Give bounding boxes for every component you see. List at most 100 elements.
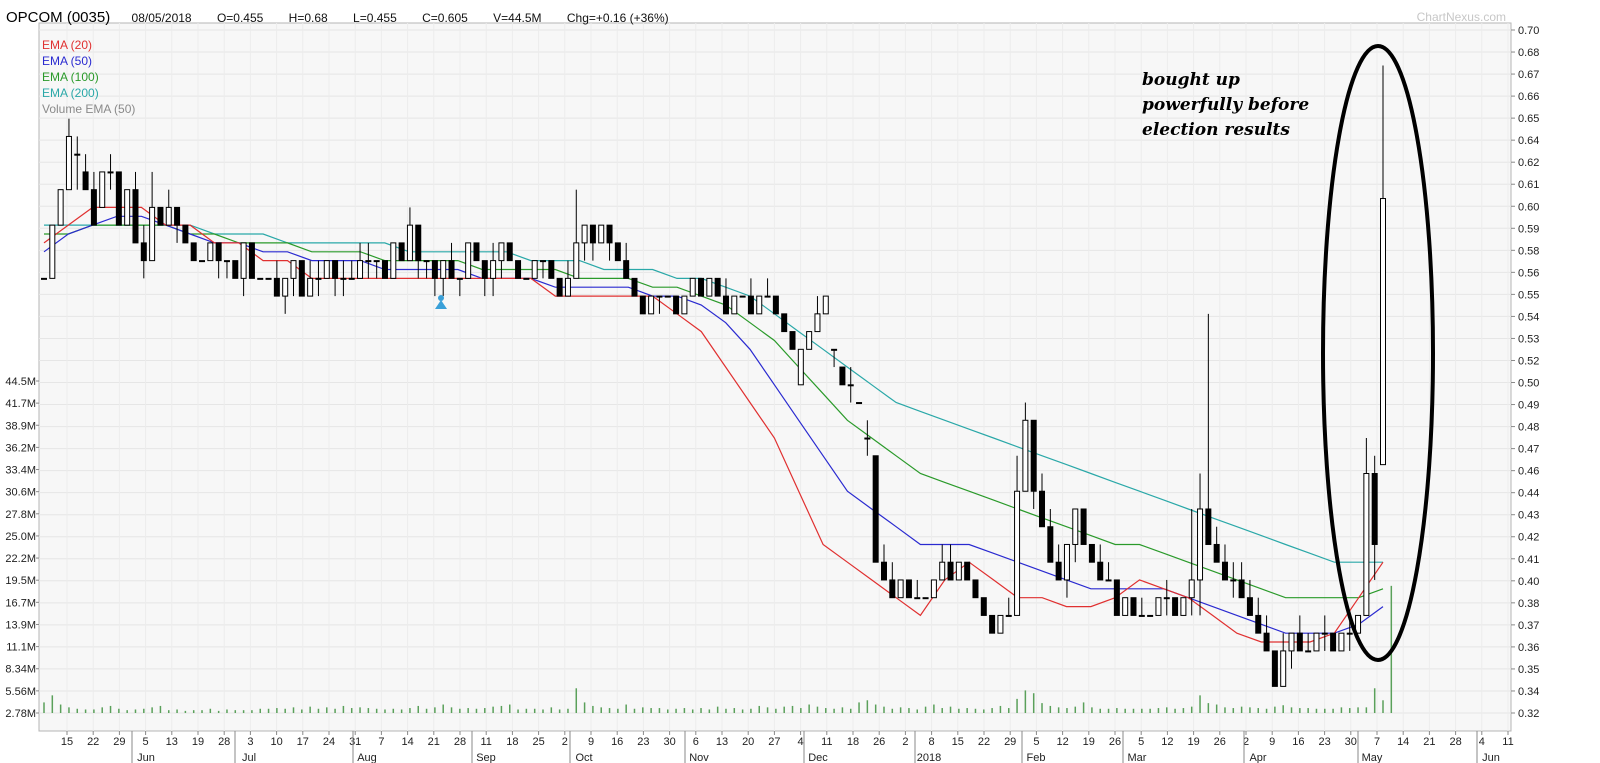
volume-tick-label: 41.7M [5, 398, 36, 410]
month-label: Jul [242, 752, 256, 763]
date-axis: 15 22 29 5 13 19 28 3 10 17 24 31 7 14 21 28 11 18 25 2 9 16 2… [61, 731, 1514, 763]
candle-up [1305, 650, 1312, 653]
volume-bars [43, 585, 1393, 713]
candle-up [847, 384, 854, 387]
candle-up [1313, 632, 1320, 652]
candle-down [481, 260, 488, 279]
candle-up [323, 260, 330, 279]
month-label: Dec [808, 752, 828, 763]
candle-up [1338, 632, 1345, 652]
candle-down [1130, 597, 1137, 616]
candle-down [1047, 526, 1054, 563]
alert-bell-icon-top [438, 295, 444, 301]
candle-up [664, 295, 671, 298]
candle-up [1022, 419, 1029, 492]
candle-down [772, 295, 779, 315]
price-tick-label: 0.36 [1518, 642, 1539, 654]
price-tick-label: 0.48 [1518, 422, 1539, 434]
month-label: Feb [1027, 752, 1046, 763]
candle-down [1030, 419, 1037, 492]
price-tick-label: 0.66 [1518, 91, 1539, 103]
candle-up [689, 277, 696, 297]
month-label: Mar [1128, 752, 1147, 763]
quote-low: L=0.455 [353, 11, 397, 25]
candle-down [698, 277, 705, 297]
candle-down [889, 579, 896, 599]
candle-up [1072, 508, 1079, 545]
date-tick-label: 25 [532, 736, 544, 748]
price-tick-label: 0.52 [1518, 355, 1539, 367]
candle-up [914, 597, 921, 600]
candle-up [648, 295, 655, 315]
volume-tick-label: 19.5M [5, 575, 36, 587]
candle-down [1172, 597, 1179, 616]
legend-ema-100: EMA (100) [42, 70, 99, 84]
volume-tick-label: 16.7M [5, 597, 36, 609]
candle-down [589, 224, 596, 244]
quote-high: H=0.68 [288, 11, 328, 25]
candle-down [1213, 543, 1220, 563]
candle-up [822, 295, 829, 315]
price-tick-label: 0.38 [1518, 598, 1539, 610]
candle-up [348, 277, 355, 280]
candle-down [1246, 597, 1253, 616]
candle-down [972, 579, 979, 599]
month-label: Jun [137, 752, 155, 763]
grid [39, 23, 1511, 731]
candle-up [1355, 614, 1362, 634]
candle-up [165, 206, 172, 226]
chart-annotation: bought up powerfully before election res… [1142, 68, 1309, 143]
date-tick-label: 11 [821, 736, 832, 748]
date-tick-label: 14 [1397, 736, 1409, 748]
month-label: Aug [357, 752, 377, 763]
candle-down [964, 561, 971, 581]
date-tick-label: 28 [218, 736, 230, 748]
candle-up [955, 561, 962, 581]
candle-up [930, 579, 937, 599]
brand-watermark: ChartNexus.com [1416, 10, 1506, 24]
stock-title: OPCOM (0035) [6, 9, 111, 26]
date-tick-label: 26 [873, 736, 885, 748]
legend-ema-200: EMA (200) [42, 86, 99, 100]
candle-down [1080, 508, 1087, 545]
month-label: Apr [1249, 752, 1266, 763]
candle-down [872, 455, 879, 563]
candle-down [190, 242, 197, 262]
date-tick-label: 11 [1502, 736, 1513, 748]
candle-up [49, 224, 56, 279]
candle-down [182, 224, 189, 244]
ema-50-line [43, 215, 1384, 634]
date-tick-label: 19 [1083, 736, 1095, 748]
price-tick-label: 0.67 [1518, 69, 1539, 81]
ema-20-line [43, 206, 1384, 643]
candle-up [656, 295, 663, 298]
candle-up [1147, 614, 1154, 617]
candle-down [673, 295, 680, 315]
plot-area [38, 22, 1512, 732]
date-tick-label: 9 [588, 736, 594, 748]
date-tick-label: 12 [1161, 736, 1173, 748]
candle-up [806, 331, 813, 350]
candle-up [864, 437, 871, 440]
candle-up [939, 561, 946, 581]
candle-down [140, 242, 147, 262]
candle-down [989, 614, 996, 634]
candle-up [107, 171, 114, 174]
date-tick-label: 16 [611, 736, 623, 748]
candle-down [82, 171, 89, 191]
date-tick-label: 14 [401, 736, 413, 748]
candle-down [273, 277, 280, 297]
candle-up [997, 614, 1004, 634]
candle-up [531, 260, 538, 279]
price-tick-label: 0.55 [1518, 289, 1539, 301]
candle-up [456, 277, 463, 280]
date-tick-label: 13 [166, 736, 178, 748]
month-label: May [1362, 752, 1383, 763]
highlight-ellipse [1321, 44, 1435, 662]
price-tick-label: 0.49 [1518, 400, 1539, 412]
date-tick-label: 8 [929, 736, 935, 748]
date-tick-label: 6 [693, 736, 699, 748]
candle-down [614, 242, 621, 262]
quote-close: C=0.605 [422, 11, 468, 25]
